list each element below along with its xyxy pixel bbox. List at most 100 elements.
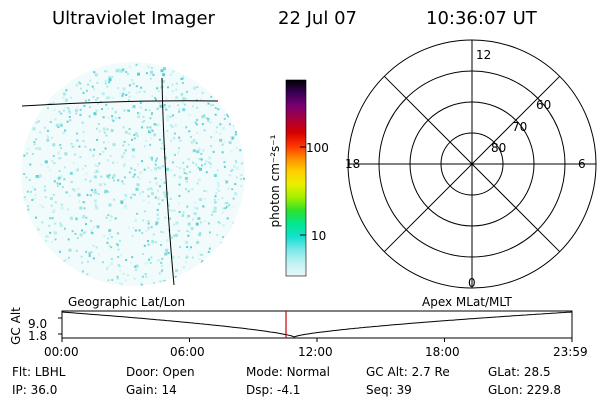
- disk-noise-dot: [111, 118, 114, 121]
- disk-noise-dot: [230, 136, 233, 138]
- disk-noise-dot: [240, 185, 243, 188]
- disk-noise-dot: [112, 143, 116, 147]
- disk-noise-dot: [173, 132, 176, 135]
- disk-noise-dot: [93, 88, 95, 91]
- disk-noise-dot: [197, 166, 200, 169]
- disk-noise-dot: [182, 266, 185, 269]
- disk-noise-dot: [153, 123, 156, 126]
- disk-noise-dot: [214, 210, 217, 213]
- readout-seq-label: Seq:: [366, 383, 393, 397]
- disk-noise-dot: [173, 209, 176, 212]
- colorbar-label-10: 10: [311, 229, 327, 243]
- disk-noise-dot: [117, 248, 120, 251]
- disk-noise-dot: [141, 191, 144, 193]
- disk-noise-dot: [128, 91, 131, 94]
- disk-noise-dot: [57, 151, 61, 155]
- disk-noise-dot: [113, 175, 116, 178]
- disk-noise-dot: [184, 176, 188, 180]
- disk-noise-dot: [80, 255, 83, 258]
- disk-noise-dot: [102, 116, 105, 119]
- disk-noise-dot: [68, 248, 72, 252]
- disk-noise-dot: [164, 252, 168, 256]
- disk-noise-dot: [149, 73, 152, 76]
- disk-noise-dot: [165, 108, 168, 111]
- disk-noise-dot: [200, 158, 203, 161]
- disk-noise-dot: [124, 176, 126, 179]
- disk-noise-dot: [176, 152, 179, 155]
- readout-filter-value: LBHL: [34, 365, 66, 379]
- disk-noise-dot: [219, 123, 222, 126]
- disk-noise-dot: [199, 253, 202, 256]
- disk-noise-dot: [130, 261, 133, 264]
- disk-noise-dot: [136, 183, 140, 187]
- disk-noise-dot: [32, 127, 36, 131]
- disk-noise-dot: [56, 182, 59, 185]
- disk-noise-dot: [135, 187, 139, 191]
- disk-noise-dot: [234, 133, 237, 136]
- disk-noise-dot: [131, 79, 134, 82]
- disk-noise-dot: [148, 201, 150, 204]
- readout-glat-value: 28.5: [523, 365, 551, 379]
- disk-noise-dot: [102, 141, 105, 144]
- disk-noise-dot: [66, 120, 69, 123]
- disk-noise-dot: [182, 108, 186, 112]
- geographic-grid: [21, 77, 219, 286]
- disk-noise-dot: [126, 109, 129, 112]
- disk-noise-dot: [145, 275, 148, 278]
- disk-noise-dot: [40, 164, 43, 166]
- disk-noise-dot: [57, 126, 60, 128]
- disk-noise-dot: [132, 105, 136, 109]
- disk-noise-dot: [50, 136, 53, 139]
- disk-noise-dot: [63, 178, 66, 181]
- disk-noise-dot: [139, 101, 142, 104]
- disk-noise-dot: [51, 217, 54, 220]
- disk-noise-dot: [180, 77, 183, 80]
- disk-noise-dot: [45, 239, 48, 242]
- readout-mode-value: Normal: [286, 365, 330, 379]
- disk-noise-dot: [235, 166, 239, 170]
- disk-noise-dot: [50, 204, 53, 207]
- disk-noise-dot: [65, 98, 69, 102]
- disk-noise-dot: [41, 205, 44, 208]
- disk-noise-dot: [225, 180, 229, 184]
- disk-noise-dot: [123, 140, 126, 143]
- disk-noise-dot: [171, 236, 173, 239]
- disk-noise-dot: [235, 176, 238, 179]
- disk-noise-dot: [159, 185, 161, 188]
- disk-noise-dot: [188, 231, 191, 234]
- track-ytick-label-9: 9.0: [28, 317, 48, 331]
- disk-noise-dot: [203, 115, 206, 118]
- disk-noise-dot: [207, 250, 210, 253]
- disk-noise-dot: [118, 116, 121, 119]
- disk-noise-dot: [203, 220, 206, 223]
- disk-noise-dot: [29, 163, 32, 166]
- disk-noise-dot: [196, 240, 200, 244]
- disk-noise-dot: [104, 189, 108, 193]
- disk-noise-dot: [186, 90, 188, 93]
- readout-filter-label: Flt:: [12, 365, 31, 379]
- disk-noise-dot: [173, 223, 176, 226]
- disk-noise-dot: [144, 273, 147, 275]
- disk-noise-dot: [212, 210, 215, 213]
- disk-noise-dot: [132, 226, 135, 229]
- disk-noise-dot: [187, 234, 190, 237]
- disk-noise-dot: [133, 193, 136, 196]
- disk-noise-dot: [76, 106, 79, 109]
- disk-noise-dot: [153, 162, 156, 164]
- disk-noise-dot: [46, 134, 49, 137]
- disk-noise-dot: [150, 137, 153, 140]
- disk-noise-dot: [110, 215, 113, 218]
- disk-noise-dot: [154, 241, 157, 244]
- disk-noise-dot: [168, 105, 171, 108]
- disk-noise-dot: [108, 229, 112, 232]
- disk-noise-dot: [198, 198, 201, 201]
- disk-noise-dot: [106, 70, 109, 73]
- disk-noise-dot: [102, 150, 105, 153]
- disk-noise-dot: [75, 84, 78, 87]
- disk-noise-dot: [121, 92, 124, 95]
- disk-noise-dot: [49, 217, 51, 220]
- disk-noise-dot: [77, 167, 79, 170]
- disk-noise-dot: [223, 114, 226, 117]
- disk-noise-dot: [46, 138, 50, 142]
- disk-noise-dot: [105, 104, 108, 106]
